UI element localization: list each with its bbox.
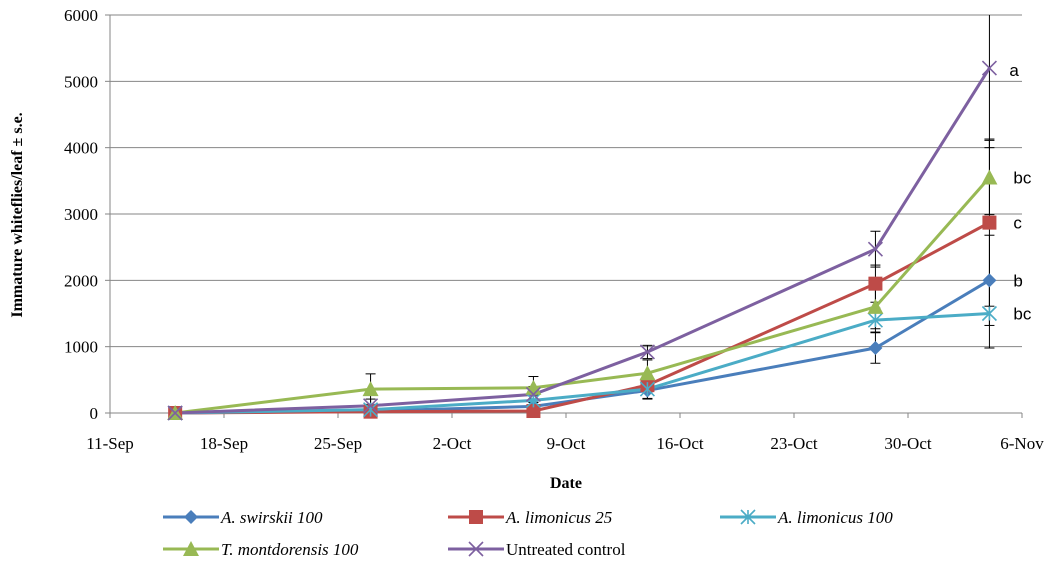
- data-point: [639, 365, 656, 381]
- data-point: [868, 276, 883, 291]
- data-point: [167, 405, 183, 421]
- data-point: [525, 392, 541, 408]
- series-lines: [174, 67, 991, 415]
- x-tick-label: 25-Sep: [314, 434, 362, 453]
- x-tick-label: 16-Oct: [656, 434, 703, 453]
- series-line: [175, 312, 990, 415]
- data-point: [981, 169, 998, 185]
- data-point: [867, 298, 884, 314]
- data-point: [981, 305, 997, 322]
- legend-marker: [740, 509, 756, 525]
- x-tick-label: 6-Nov: [1000, 434, 1044, 453]
- series-line: [175, 221, 991, 415]
- legend-marker: [469, 510, 483, 524]
- data-point: [867, 312, 883, 328]
- legend-item: A. limonicus 100: [720, 508, 893, 527]
- y-tick-label: 0: [90, 404, 99, 423]
- y-tick-label: 6000: [64, 6, 98, 25]
- data-point: [639, 344, 655, 360]
- y-tick-label: 1000: [64, 338, 98, 357]
- legend-marker: [468, 541, 484, 557]
- x-tick-label: 11-Sep: [86, 434, 134, 453]
- data-point: [526, 404, 541, 419]
- series-markers: [167, 60, 998, 421]
- data-point: [981, 60, 997, 76]
- significance-label: a: [1009, 61, 1019, 80]
- legend: A. swirskii 100 A. limonicus 25 A. limonic…: [163, 508, 893, 559]
- legend-marker: [184, 510, 198, 524]
- x-tick-label: 9-Oct: [547, 434, 586, 453]
- x-tick-label: 2-Oct: [433, 434, 472, 453]
- legend-label: Untreated control: [506, 540, 626, 559]
- data-point: [362, 381, 379, 397]
- legend-item: T. montdorensis 100: [163, 540, 359, 559]
- series-line: [174, 176, 991, 415]
- significance-label: b: [1013, 271, 1022, 290]
- y-tick-label: 2000: [64, 271, 98, 290]
- legend-label: A. swirskii 100: [220, 508, 323, 527]
- significance-label: bc: [1013, 169, 1031, 188]
- data-point: [525, 386, 541, 402]
- data-point: [867, 241, 883, 257]
- y-tick-label: 3000: [64, 205, 98, 224]
- legend-item: Untreated control: [448, 540, 626, 559]
- legend-label: A. limonicus 100: [777, 508, 893, 527]
- legend-label: T. montdorensis 100: [221, 540, 359, 559]
- x-tick-label: 30-Oct: [884, 434, 931, 453]
- x-tick-labels: 11-Sep 18-Sep 25-Sep 2-Oct 9-Oct 16-Oct 23-Oct…: [86, 434, 1044, 453]
- data-point: [639, 381, 655, 397]
- x-tick-label: 18-Sep: [200, 434, 248, 453]
- legend-label: A. limonicus 25: [505, 508, 612, 527]
- significance-label: bc: [1013, 305, 1031, 324]
- data-point: [982, 215, 997, 230]
- y-tick-labels: 0 1000 2000 3000 4000 5000 6000: [64, 6, 98, 423]
- y-tick-label: 5000: [64, 72, 98, 91]
- legend-marker: [183, 541, 199, 556]
- data-point: [982, 273, 997, 288]
- data-point: [363, 398, 379, 414]
- legend-item: A. limonicus 25: [448, 508, 612, 527]
- y-axis-title: Immature whiteflies/leaf ± s.e.: [9, 112, 26, 317]
- series-line: [175, 67, 991, 415]
- y-tick-label: 4000: [64, 139, 98, 158]
- x-axis-title: Date: [550, 475, 582, 492]
- legend-item: A. swirskii 100: [163, 508, 323, 527]
- significance-label: c: [1013, 214, 1022, 233]
- axes: [105, 14, 1023, 418]
- data-point: [868, 340, 883, 355]
- x-tick-label: 23-Oct: [770, 434, 817, 453]
